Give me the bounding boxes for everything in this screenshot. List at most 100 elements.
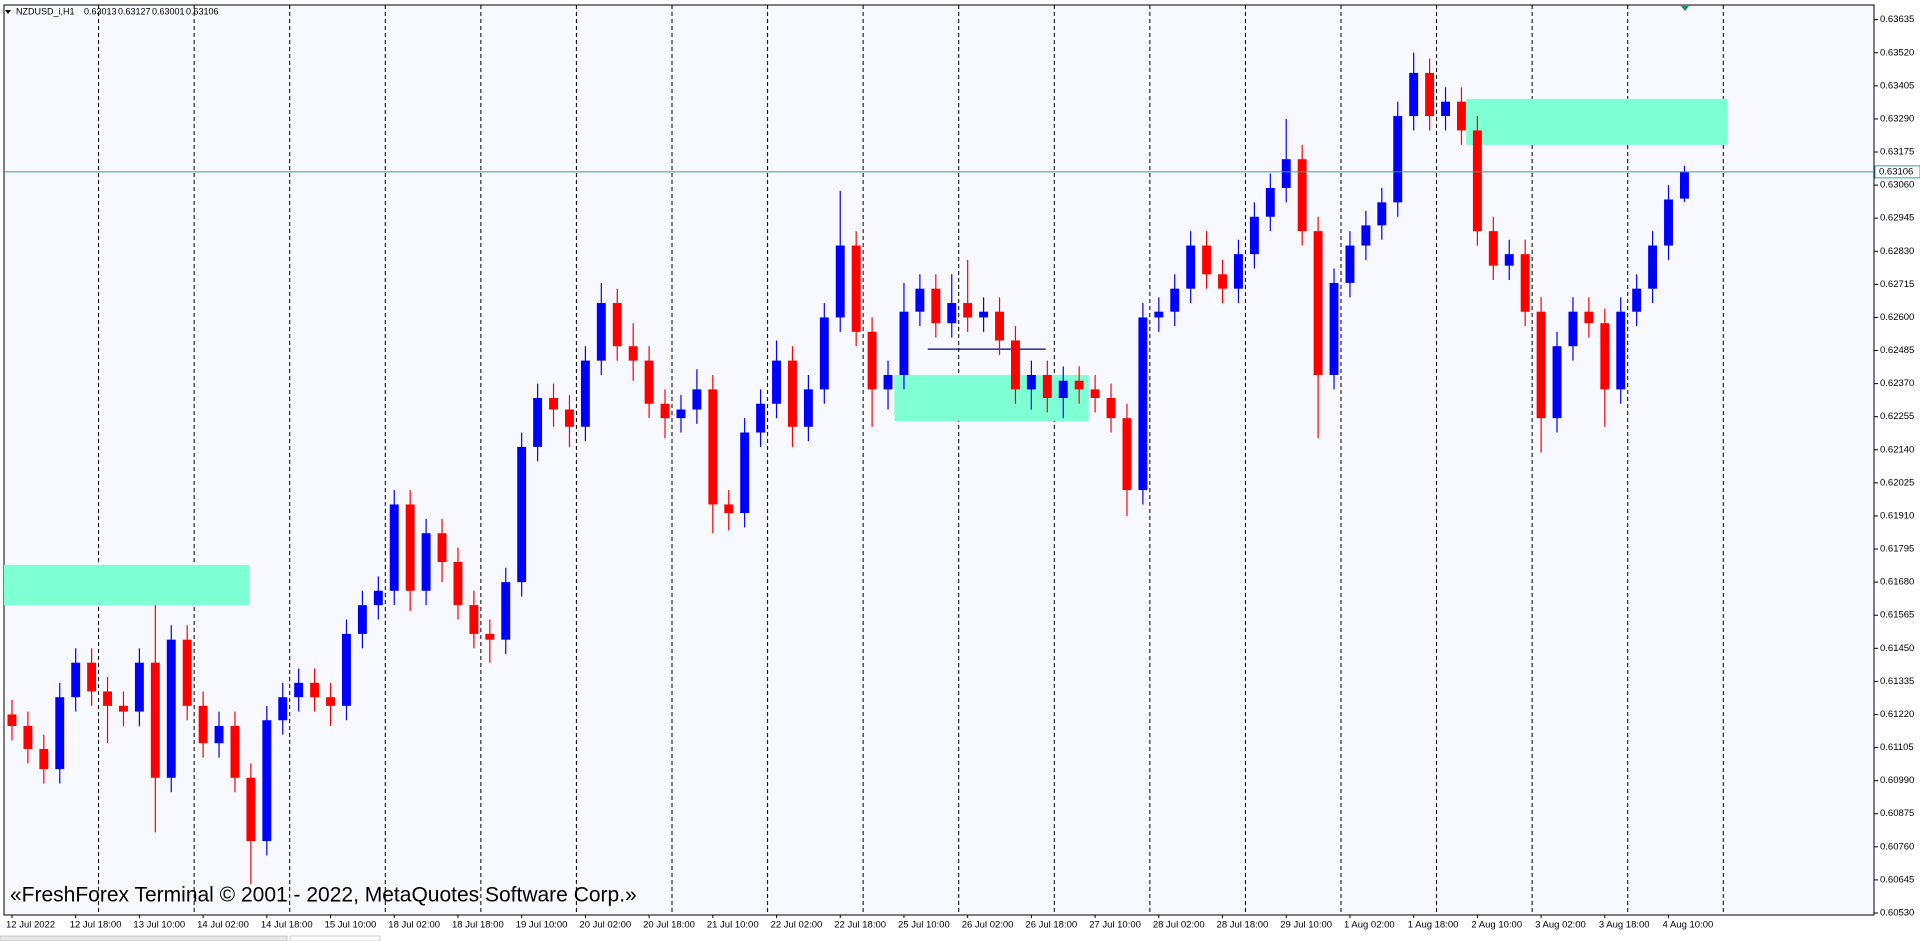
candle-body [740, 432, 750, 514]
tab[interactable] [0, 935, 288, 941]
quote-open: 0.63013 [84, 6, 117, 16]
candle-body [1584, 311, 1594, 324]
candle-body [119, 705, 128, 712]
candle-body [1202, 245, 1212, 275]
candle-body [1393, 116, 1403, 203]
candle-body [1281, 159, 1291, 188]
candle-body [1313, 231, 1323, 375]
candle-body [580, 360, 590, 427]
quote-low: 0.63001 [152, 6, 185, 16]
candle-body [756, 403, 766, 433]
candle-body [405, 504, 415, 591]
candle-body [39, 748, 49, 770]
candle-body [262, 720, 272, 842]
candle-body [915, 288, 925, 312]
candle-body [565, 409, 574, 427]
y-tick-label: 0.63405 [1880, 80, 1914, 91]
y-tick-label: 0.62715 [1880, 279, 1914, 290]
y-tick-label: 0.62370 [1880, 378, 1914, 389]
y-tick-label: 0.61910 [1880, 510, 1914, 521]
candle-body [1122, 418, 1132, 491]
symbol: NZDUSD_i,H1 [16, 6, 75, 16]
y-tick-label: 0.61105 [1880, 742, 1914, 753]
x-tick-label: 22 Jul 18:00 [834, 920, 886, 931]
zone [894, 374, 1089, 422]
candle-body [1472, 130, 1482, 232]
zone [4, 564, 250, 606]
y-tick-label: 0.61565 [1880, 610, 1914, 621]
candle-body [485, 633, 495, 640]
y-tick-label: 0.63635 [1880, 14, 1914, 25]
candle-body [437, 533, 447, 562]
candle-body [724, 504, 734, 514]
x-tick-label: 18 Jul 02:00 [388, 920, 440, 931]
candle-body [1297, 159, 1307, 232]
candle-body [628, 346, 638, 361]
y-tick-label: 0.62255 [1880, 411, 1914, 422]
quote-high: 0.63127 [118, 6, 151, 16]
x-tick-label: 14 Jul 18:00 [261, 920, 313, 931]
x-tick-label: 1 Aug 18:00 [1408, 920, 1459, 931]
candle-body [1648, 245, 1658, 289]
y-tick-label: 0.63175 [1880, 147, 1914, 158]
x-tick-label: 25 Jul 10:00 [898, 920, 950, 931]
candle-body [1504, 254, 1514, 266]
day-separators [98, 5, 1724, 915]
y-tick-label: 0.63060 [1880, 180, 1914, 191]
candle-body [517, 446, 527, 583]
candle-body [1568, 311, 1578, 347]
candle-body [1377, 202, 1387, 226]
candle-body [453, 561, 463, 606]
candle-body [931, 288, 941, 324]
y-tick-label: 0.61335 [1880, 676, 1914, 687]
zone [1466, 98, 1728, 145]
candle-body [803, 389, 813, 427]
candle-body [1138, 317, 1148, 491]
x-tick-label: 12 Jul 18:00 [70, 920, 122, 931]
candle-body [787, 360, 797, 427]
candle-body [421, 533, 431, 591]
candle-body [1488, 231, 1498, 266]
x-tick-label: 1 Aug 02:00 [1344, 920, 1395, 931]
tab[interactable] [289, 935, 381, 941]
x-tick-label: 19 Jul 10:00 [516, 920, 568, 931]
candle-body [1010, 340, 1020, 390]
candle-body [549, 398, 558, 410]
y-tick-label: 0.60645 [1880, 874, 1914, 885]
candle-body [1409, 72, 1419, 117]
x-tick-label: 15 Jul 10:00 [325, 920, 377, 931]
candle-body [1552, 346, 1562, 419]
candle-body [294, 682, 304, 698]
price-label-box [1874, 165, 1920, 179]
candle-body [1218, 274, 1227, 289]
candle-body [1058, 380, 1068, 399]
candle-body [150, 662, 160, 778]
price-label: 0.63106 [1879, 166, 1913, 177]
candle-body [1249, 216, 1259, 255]
y-tick-label: 0.62830 [1880, 246, 1914, 257]
zones [4, 98, 1728, 606]
candle-body [947, 303, 957, 324]
candle-body [533, 398, 543, 447]
y-tick-label: 0.62025 [1880, 477, 1914, 488]
candle-body [1664, 199, 1673, 246]
candle-body [389, 504, 399, 591]
menu-arrow [5, 10, 11, 14]
candle-body [1536, 311, 1546, 419]
candle-body [835, 245, 845, 318]
x-tick-label: 21 Jul 10:00 [707, 920, 759, 931]
candle-body [772, 360, 781, 404]
candle-body [1345, 245, 1355, 283]
candle-body [7, 714, 17, 726]
y-tick-label: 0.60530 [1880, 908, 1914, 919]
y-tick-label: 0.62140 [1880, 444, 1914, 455]
marker [1681, 6, 1689, 11]
x-tick-label: 3 Aug 18:00 [1599, 920, 1650, 931]
candle-body [819, 317, 829, 390]
candle-body [469, 605, 479, 634]
candle-body [342, 633, 351, 706]
candle-body [851, 245, 861, 332]
candle-body [1616, 311, 1626, 390]
candle-body [708, 389, 718, 505]
